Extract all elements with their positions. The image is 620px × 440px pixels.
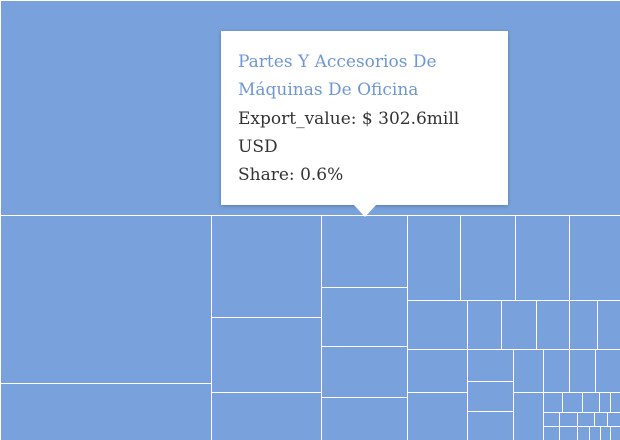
treemap-tile-24[interactable] xyxy=(467,411,514,440)
tooltip-share-value: 0.6% xyxy=(300,165,344,185)
treemap-tile-16[interactable] xyxy=(501,300,537,350)
treemap-tile-9[interactable] xyxy=(321,397,408,440)
treemap-tile-17[interactable] xyxy=(536,300,570,350)
tooltip-title: Partes Y Accesorios De Máquinas De Ofici… xyxy=(238,52,437,100)
treemap-tile-39[interactable] xyxy=(607,412,620,427)
treemap-tile-27[interactable] xyxy=(569,349,596,393)
treemap-tile-28[interactable] xyxy=(595,349,620,393)
treemap-tile-43[interactable] xyxy=(589,426,601,440)
treemap-tile-7[interactable] xyxy=(321,287,408,347)
treemap-tile-19[interactable] xyxy=(597,300,620,350)
treemap-tile-23[interactable] xyxy=(467,381,514,412)
tooltip-share: Share: 0.6% xyxy=(238,161,492,189)
treemap-tile-11[interactable] xyxy=(460,215,516,301)
treemap-tile-3[interactable] xyxy=(211,215,322,318)
treemap-tile-32[interactable] xyxy=(582,392,600,413)
treemap-tile-20[interactable] xyxy=(407,349,468,393)
treemap-tile-5[interactable] xyxy=(211,392,322,440)
treemap-tile-6[interactable] xyxy=(321,215,408,288)
treemap-tile-14[interactable] xyxy=(407,300,468,350)
treemap-tile-42[interactable] xyxy=(577,426,590,440)
tooltip-export-value: Export_value: $ 302.6mill USD xyxy=(238,105,492,161)
treemap-tile-22[interactable] xyxy=(467,349,514,382)
treemap-tile-41[interactable] xyxy=(559,426,578,440)
tooltip-pointer xyxy=(354,205,376,217)
treemap-tile-1[interactable] xyxy=(0,215,212,384)
treemap-tile-4[interactable] xyxy=(211,317,322,393)
treemap-tile-25[interactable] xyxy=(513,349,544,393)
treemap-tile-29[interactable] xyxy=(513,392,544,440)
treemap-tile-45[interactable] xyxy=(610,426,620,440)
treemap-tile-31[interactable] xyxy=(562,392,583,413)
treemap-tile-2[interactable] xyxy=(0,383,212,440)
treemap-tile-12[interactable] xyxy=(515,215,570,301)
treemap-tile-40[interactable] xyxy=(543,426,560,440)
treemap-tile-21[interactable] xyxy=(407,392,468,440)
treemap-tile-10[interactable] xyxy=(407,215,461,301)
treemap-tile-35[interactable] xyxy=(543,412,560,427)
treemap-tile-37[interactable] xyxy=(577,412,595,427)
treemap-tile-8[interactable] xyxy=(321,346,408,398)
treemap-tile-30[interactable] xyxy=(543,392,563,413)
treemap-tile-26[interactable] xyxy=(543,349,570,393)
tooltip-share-label: Share: xyxy=(238,165,295,185)
treemap-tooltip: Partes Y Accesorios De Máquinas De Ofici… xyxy=(221,31,508,205)
treemap-tile-33[interactable] xyxy=(599,392,611,413)
tooltip-export-unit: USD xyxy=(238,137,278,157)
treemap-tile-36[interactable] xyxy=(559,412,578,427)
tooltip-export-value-amount: $ 302.6mill xyxy=(361,109,460,129)
treemap-tile-18[interactable] xyxy=(569,300,598,350)
treemap-tile-13[interactable] xyxy=(569,215,620,301)
treemap-tile-34[interactable] xyxy=(610,392,620,413)
treemap-tile-15[interactable] xyxy=(467,300,502,350)
treemap-tile-44[interactable] xyxy=(600,426,611,440)
treemap-tile-38[interactable] xyxy=(594,412,608,427)
tooltip-export-value-label: Export_value: xyxy=(238,109,357,129)
